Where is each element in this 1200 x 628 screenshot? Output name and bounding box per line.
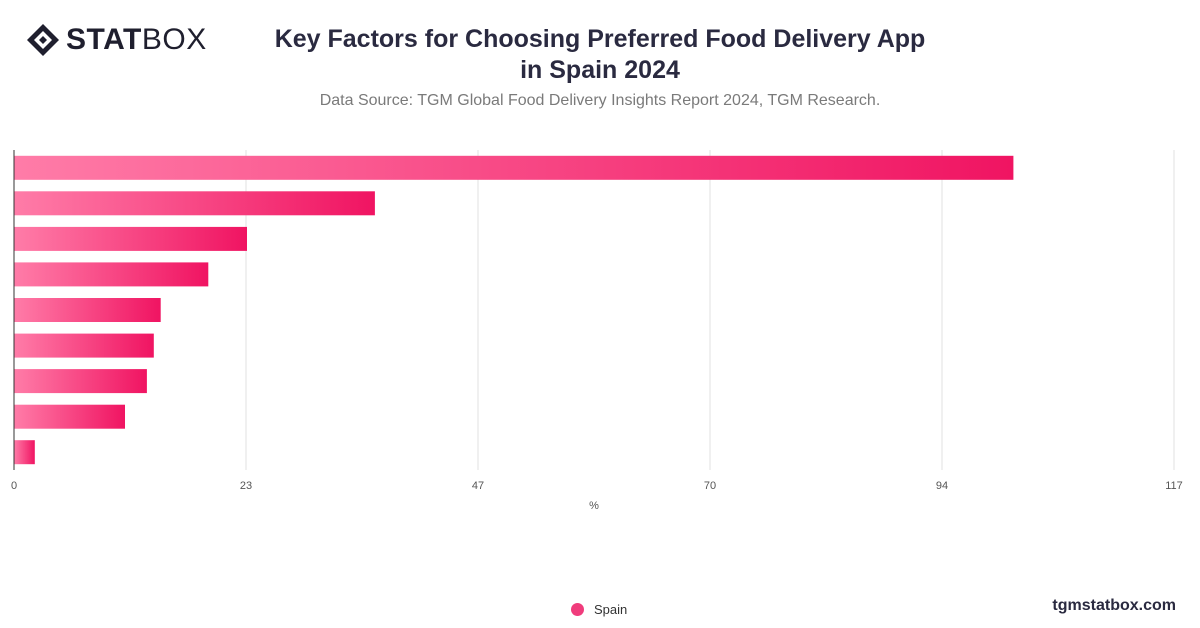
x-tick-label: 0 — [11, 480, 17, 492]
chart-subtitle: Data Source: TGM Global Food Delivery In… — [319, 92, 881, 109]
logo-bold-text: STAT — [66, 23, 142, 56]
legend-label-spain: Spain — [594, 602, 628, 617]
bar[interactable] — [14, 191, 375, 216]
logo-wordmark: STATBOX — [66, 22, 207, 58]
bar[interactable] — [14, 155, 1014, 180]
legend[interactable]: Spain — [571, 602, 627, 617]
bar[interactable] — [14, 298, 161, 322]
title-line-1: Key Factors for Choosing Preferred Food … — [274, 25, 926, 53]
website-link[interactable]: tgmstatbox.com — [1052, 597, 1176, 614]
bar[interactable] — [14, 440, 35, 465]
bar[interactable] — [14, 226, 247, 251]
grid-lines — [245, 150, 1175, 470]
statbox-logo: STATBOX — [26, 22, 207, 58]
title-line-2: in Spain 2024 — [520, 56, 680, 84]
x-tick-label: 23 — [240, 480, 252, 492]
bar[interactable] — [14, 262, 209, 287]
diamond-logo-icon — [27, 24, 59, 56]
bar[interactable] — [14, 369, 147, 394]
legend-marker-spain — [571, 603, 584, 616]
bar-chart: 0 23 47 70 94 117 % — [11, 150, 1183, 512]
logo-light-text: BOX — [141, 23, 207, 56]
x-tick-label: 117 — [1165, 480, 1183, 492]
bar[interactable] — [14, 333, 154, 358]
bar[interactable] — [14, 404, 125, 429]
x-axis-ticks: 0 23 47 70 94 117 — [11, 480, 1183, 492]
x-axis-label: % — [589, 500, 599, 512]
x-tick-label: 70 — [704, 480, 716, 492]
x-tick-label: 47 — [472, 480, 484, 492]
bars — [14, 155, 1014, 465]
chart-title: Key Factors for Choosing Preferred Food … — [230, 24, 970, 86]
x-tick-label: 94 — [936, 480, 948, 492]
